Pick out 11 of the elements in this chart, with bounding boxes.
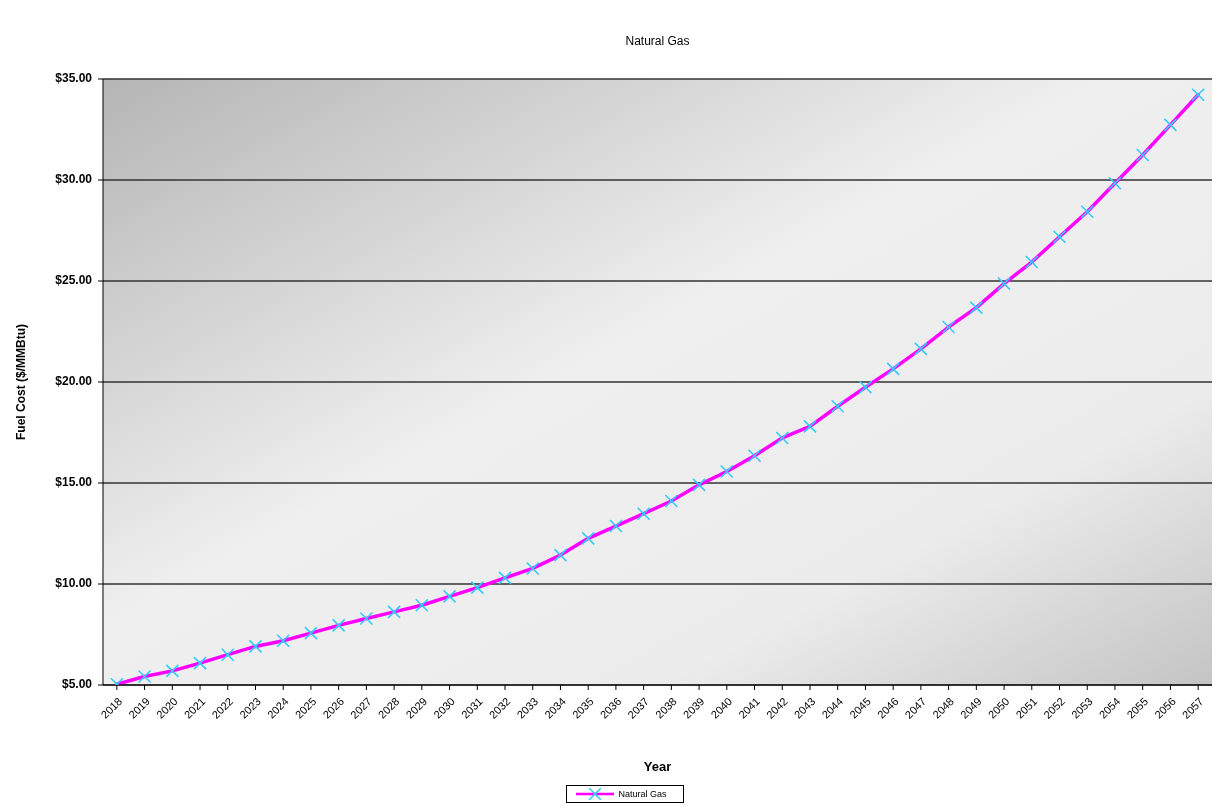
y-tick-label: $10.00 xyxy=(55,576,93,591)
y-tick-label: $35.00 xyxy=(55,71,93,86)
y-tick-label: $20.00 xyxy=(55,374,93,389)
y-axis-title: Fuel Cost ($/MMBtu) xyxy=(14,324,28,440)
x-axis-title: Year xyxy=(643,759,672,774)
y-tick-label: $5.00 xyxy=(61,677,93,692)
legend-label: Natural Gas xyxy=(618,788,667,800)
chart-title: Natural Gas xyxy=(624,34,691,48)
y-tick-label: $25.00 xyxy=(55,273,93,288)
y-tick-label: $30.00 xyxy=(55,172,93,187)
y-tick-label: $15.00 xyxy=(55,475,93,490)
